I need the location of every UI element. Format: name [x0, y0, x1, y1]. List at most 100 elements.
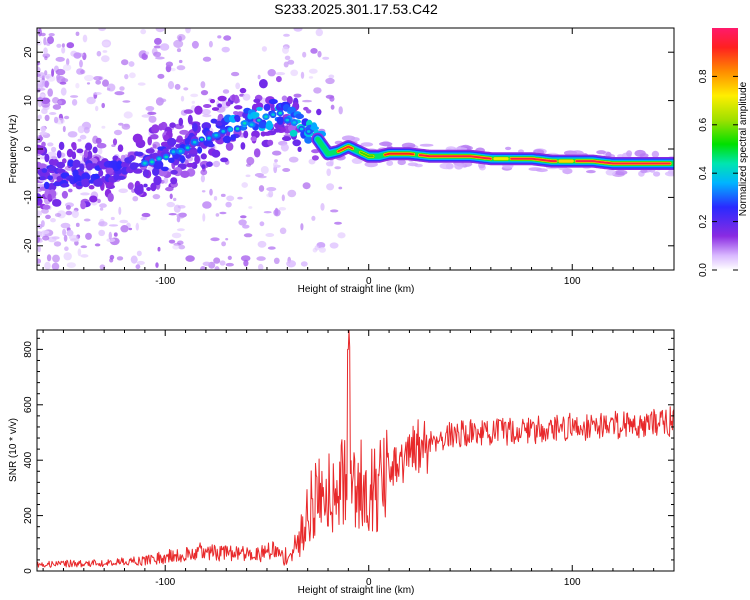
ridge-blob [192, 122, 198, 132]
ridge-blob [179, 155, 186, 164]
ridge-blob [145, 148, 155, 154]
noise-blob [215, 213, 220, 217]
band-halo [596, 150, 606, 155]
ridge-core-inner [249, 123, 254, 126]
noise-blob [311, 155, 319, 161]
band-halo [605, 151, 612, 158]
snr-y-tick-label: 0 [23, 568, 34, 574]
noise-blob [185, 28, 191, 34]
noise-blob [53, 241, 62, 247]
noise-blob [281, 95, 288, 102]
noise-blob [262, 131, 272, 136]
noise-blob [71, 151, 77, 160]
ridge-blob [289, 129, 298, 137]
ridge-core-inner [157, 157, 161, 161]
noise-blob [143, 183, 148, 188]
snr-x-axis-label: Height of straight line (km) [298, 585, 415, 596]
band-halo [439, 162, 454, 170]
noise-blob [231, 94, 236, 102]
noise-blob [225, 101, 231, 107]
ridge-blob [304, 136, 313, 144]
ridge-blob [134, 151, 144, 157]
noise-blob [52, 97, 60, 104]
noise-blob [64, 246, 69, 251]
noise-blob [40, 125, 46, 133]
noise-blob [300, 261, 308, 267]
noise-blob [102, 50, 108, 53]
noise-blob [337, 232, 346, 239]
band-halo [651, 150, 660, 158]
ridge-blob [153, 160, 164, 170]
noise-blob [243, 233, 253, 238]
ridge-core-inner [278, 111, 283, 115]
noise-blob [154, 37, 162, 45]
noise-blob [200, 153, 207, 160]
noise-blob [134, 185, 144, 195]
ridge-blob [72, 159, 81, 168]
noise-blob [62, 125, 66, 133]
noise-blob [169, 122, 176, 128]
ridge-blob [311, 122, 318, 131]
noise-blob [67, 131, 78, 138]
noise-blob [170, 177, 178, 185]
noise-blob [61, 78, 69, 83]
noise-blob [37, 83, 41, 89]
ridge-blob [38, 176, 46, 181]
noise-blob [37, 236, 41, 243]
snr-y-axis-label: SNR (10 * v/v) [8, 418, 19, 482]
band-halo [419, 143, 434, 147]
noise-blob [68, 234, 79, 241]
noise-blob [46, 254, 52, 262]
noise-blob [235, 82, 241, 90]
noise-blob [80, 245, 88, 249]
noise-blob [50, 218, 56, 223]
noise-blob [223, 35, 232, 41]
noise-blob [283, 61, 289, 68]
noise-blob [83, 149, 89, 159]
noise-blob [186, 162, 195, 168]
noise-blob [165, 61, 173, 67]
noise-blob [75, 31, 80, 36]
noise-blob [314, 245, 320, 251]
noise-blob [173, 204, 181, 213]
noise-blob [39, 136, 44, 141]
noise-blob [167, 81, 175, 90]
ridge-blob [197, 146, 203, 154]
noise-blob [102, 41, 110, 47]
ridge-core-inner [271, 113, 275, 116]
noise-blob [62, 64, 72, 71]
noise-blob [153, 45, 162, 49]
ridge-blob [98, 169, 104, 177]
noise-blob [77, 138, 82, 142]
noise-blob [56, 150, 62, 159]
ridge-blob [166, 145, 172, 150]
noise-blob [240, 142, 246, 150]
noise-blob [209, 188, 213, 196]
noise-blob [39, 93, 46, 98]
ridge-core-inner [285, 118, 290, 122]
ridge-blob [167, 137, 177, 146]
noise-blob [132, 196, 139, 202]
band-halo [505, 146, 512, 151]
noise-blob [52, 104, 62, 110]
ridge-core-inner [257, 118, 261, 122]
noise-blob [206, 161, 213, 167]
noise-blob [173, 39, 184, 49]
snr-x-tick-label: -100 [155, 577, 175, 588]
noise-blob [155, 28, 165, 33]
noise-blob [62, 158, 67, 164]
ridge-core-inner [150, 160, 154, 164]
noise-blob [217, 103, 223, 108]
noise-blob [59, 81, 67, 85]
snr-x-tick-label: 0 [366, 577, 372, 588]
noise-blob [237, 196, 243, 200]
noise-blob [71, 209, 79, 219]
noise-blob [62, 228, 67, 236]
noise-blob [43, 47, 48, 55]
noise-blob [151, 124, 160, 134]
noise-blob [200, 266, 206, 270]
spectrogram-x-tick-label: 0 [366, 276, 372, 287]
noise-blob [82, 34, 88, 43]
